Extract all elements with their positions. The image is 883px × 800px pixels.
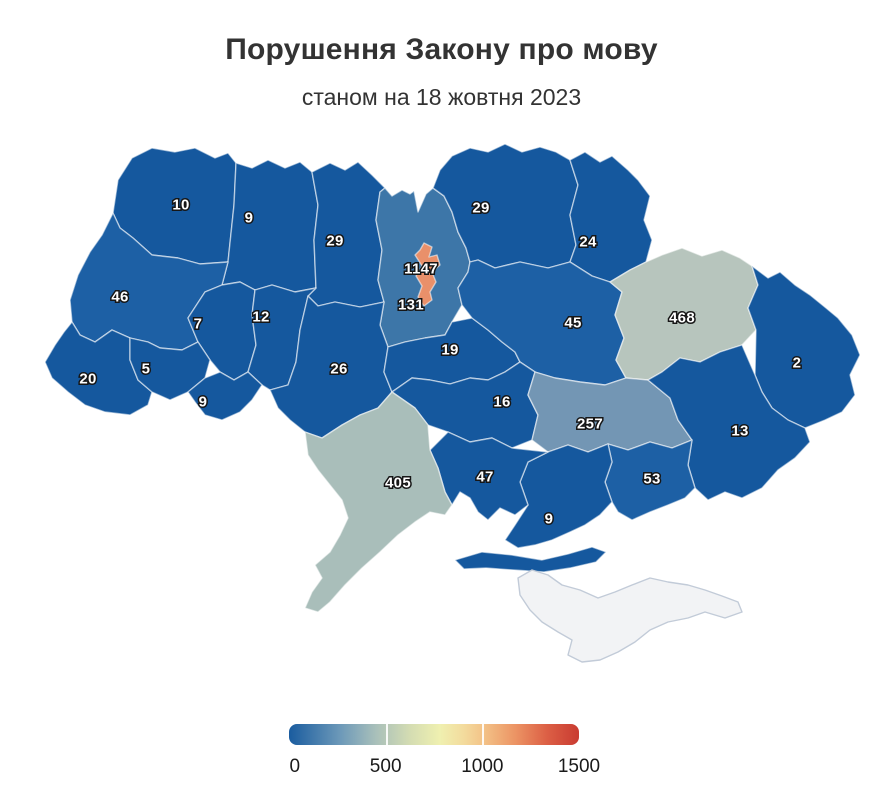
region-kyiv-city-value: 1147 [404, 261, 438, 278]
region-luhansk-value: 2 [793, 355, 802, 372]
region-odesa-value: 405 [385, 475, 411, 492]
region-rivne-value: 9 [245, 210, 254, 227]
page-title: Порушення Закону про мову [225, 33, 658, 66]
legend-tick-500: 500 [369, 756, 402, 777]
region-zakarpattia [44, 321, 153, 416]
region-chernihiv-value: 29 [472, 200, 489, 217]
region-zaporizhzhia-value: 53 [643, 471, 660, 488]
region-donetsk-value: 13 [731, 423, 748, 440]
region-kyiv-oblast-value: 131 [398, 297, 424, 314]
legend-tick-1500: 1500 [557, 756, 601, 777]
page-subtitle: станом на 18 жовтня 2023 [301, 84, 582, 110]
region-volyn-value: 10 [172, 197, 189, 214]
region-kherson-coastal-strip [454, 546, 607, 573]
region-crimea [517, 569, 743, 663]
region-sumy-value: 24 [579, 234, 597, 251]
region-vinnytsia-value: 26 [330, 361, 347, 378]
region-khmelnytskyi-value: 12 [252, 309, 269, 326]
region-lviv-value: 46 [111, 289, 128, 306]
legend: 0 500 1000 1500 [289, 724, 601, 780]
region-kherson-value: 9 [545, 511, 554, 528]
region-dnipro-value: 257 [577, 416, 603, 433]
region-kyiv-city [414, 242, 441, 307]
region-odesa [304, 391, 453, 613]
region-kharkiv-value: 468 [669, 310, 695, 327]
region-poltava-value: 45 [564, 315, 581, 332]
legend-gradient [289, 724, 579, 745]
region-kirovohrad-value: 16 [493, 394, 510, 411]
region-zhytomyr [307, 161, 386, 308]
legend-tick-line-1000 [482, 724, 485, 745]
region-chernivtsi-value: 9 [199, 394, 208, 411]
legend-tick-0: 0 [289, 756, 301, 777]
region-sumy [569, 151, 653, 283]
region-chernivtsi [187, 371, 263, 421]
region-zakarpattia-value: 20 [79, 371, 96, 388]
legend-labels: 0 500 1000 1500 [289, 756, 601, 780]
legend-tick-line-500 [385, 724, 388, 745]
region-luhansk [747, 265, 861, 429]
region-ivano-frankivsk-value: 5 [142, 361, 151, 378]
region-mykolaiv-value: 47 [476, 469, 493, 486]
legend-tick-1000: 1000 [461, 756, 504, 777]
region-cherkasy-value: 19 [441, 342, 458, 359]
region-rivne [221, 159, 319, 293]
region-zhytomyr-value: 29 [326, 233, 343, 250]
region-ternopil-value: 7 [194, 316, 203, 333]
